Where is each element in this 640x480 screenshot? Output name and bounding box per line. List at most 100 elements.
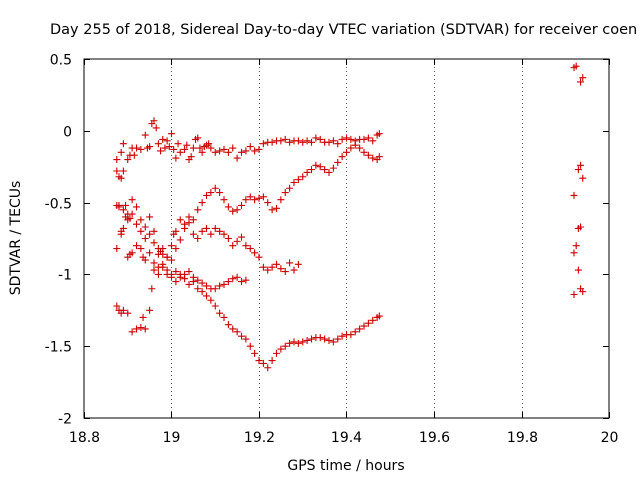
data-point xyxy=(238,278,245,286)
data-point xyxy=(141,235,149,242)
data-point xyxy=(308,138,315,146)
data-point xyxy=(113,156,121,164)
data-point xyxy=(242,196,250,204)
y-tick-label: -0.5 xyxy=(45,197,72,213)
data-point xyxy=(229,325,237,333)
data-point xyxy=(115,201,123,209)
data-point xyxy=(163,137,171,145)
data-point xyxy=(159,135,167,143)
data-point xyxy=(176,236,184,244)
data-point xyxy=(277,196,285,204)
data-point xyxy=(356,144,364,152)
data-point xyxy=(286,184,294,192)
data-point xyxy=(124,156,132,164)
data-point xyxy=(290,178,298,186)
data-point xyxy=(137,227,145,235)
data-point xyxy=(211,224,219,232)
data-point xyxy=(329,164,337,172)
x-tick-label: 19.2 xyxy=(244,430,275,446)
data-point xyxy=(255,253,263,261)
data-point xyxy=(128,328,136,336)
data-point xyxy=(150,227,158,235)
data-point xyxy=(146,249,154,257)
data-point xyxy=(139,313,147,321)
data-point xyxy=(150,117,158,125)
data-point xyxy=(233,154,241,162)
data-point xyxy=(216,147,224,155)
data-point xyxy=(343,148,350,156)
data-point xyxy=(233,273,241,281)
data-point xyxy=(259,359,267,367)
data-point xyxy=(157,147,165,155)
data-point xyxy=(174,140,182,148)
data-point xyxy=(181,145,189,153)
series-track-6 xyxy=(570,62,587,299)
data-point xyxy=(303,137,311,145)
data-point xyxy=(347,331,355,339)
data-point xyxy=(124,309,132,317)
data-point xyxy=(189,144,197,152)
data-point xyxy=(148,285,156,293)
data-point xyxy=(198,279,206,287)
data-point xyxy=(321,166,329,174)
data-point xyxy=(137,216,145,224)
data-point xyxy=(238,233,245,241)
data-point xyxy=(577,78,585,86)
chart-title: Day 255 of 2018, Sidereal Day-to-day VTE… xyxy=(50,22,637,38)
data-point xyxy=(170,145,178,153)
data-point xyxy=(137,324,145,332)
data-point xyxy=(154,250,162,258)
data-point xyxy=(117,148,125,156)
x-tick-label: 19.6 xyxy=(419,430,450,446)
data-point xyxy=(172,245,180,253)
data-point xyxy=(198,288,206,296)
data-point xyxy=(369,154,377,162)
plot-frame xyxy=(83,58,610,419)
data-point xyxy=(154,140,162,148)
grid-lines xyxy=(171,59,523,418)
data-point xyxy=(189,230,197,238)
data-point xyxy=(312,134,320,142)
series-track-5 xyxy=(113,245,250,336)
data-point xyxy=(303,168,311,176)
data-point xyxy=(150,266,158,274)
data-point xyxy=(211,285,219,293)
data-point xyxy=(181,270,189,278)
data-point xyxy=(185,268,193,276)
data-point xyxy=(172,154,180,162)
data-point xyxy=(255,357,263,365)
data-point xyxy=(308,166,315,174)
data-point xyxy=(268,138,276,146)
data-point xyxy=(574,266,582,274)
data-point xyxy=(183,141,191,149)
data-point xyxy=(224,148,232,156)
data-point xyxy=(203,191,210,199)
data-point xyxy=(242,276,250,284)
data-point xyxy=(273,204,280,212)
data-point xyxy=(251,349,259,357)
data-point xyxy=(141,131,149,139)
data-point xyxy=(369,316,377,324)
data-point xyxy=(211,302,219,310)
data-point xyxy=(321,335,329,343)
data-point xyxy=(224,278,232,286)
data-point xyxy=(133,242,140,250)
data-point xyxy=(329,338,337,346)
data-point xyxy=(264,199,272,207)
data-point xyxy=(281,135,289,143)
data-point xyxy=(325,138,333,146)
data-point xyxy=(364,319,372,327)
data-point xyxy=(273,260,280,268)
data-point xyxy=(316,334,324,342)
data-point xyxy=(216,227,224,235)
data-point xyxy=(334,335,342,343)
y-axis-label: SDTVAR / TECUs xyxy=(8,181,24,296)
series-track-1 xyxy=(113,117,383,164)
data-point xyxy=(133,325,140,333)
x-axis-label: GPS time / hours xyxy=(287,458,404,474)
data-point xyxy=(113,302,121,310)
data-point xyxy=(207,230,215,238)
data-point xyxy=(185,213,193,221)
data-point xyxy=(356,325,364,333)
data-point xyxy=(572,242,580,250)
